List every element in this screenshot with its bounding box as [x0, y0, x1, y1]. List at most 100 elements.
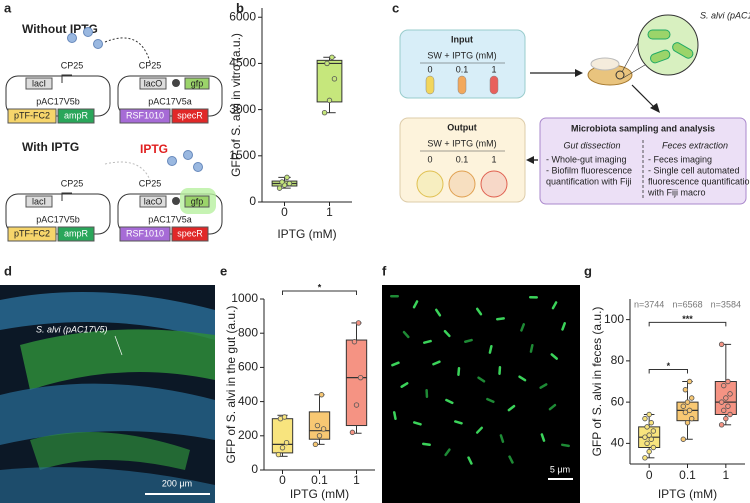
- molecule: [83, 27, 93, 37]
- y-tick-label: 600: [238, 360, 258, 374]
- data-point: [318, 392, 325, 398]
- data-point: [357, 374, 364, 381]
- rbs: [172, 197, 180, 205]
- gut-image: S. alvi (pAC17V5) 200 μm: [0, 285, 215, 503]
- data-point: [644, 424, 650, 430]
- x-axis-label: IPTG (mM): [658, 487, 717, 501]
- cell: [528, 295, 538, 299]
- cell: [529, 343, 534, 353]
- method-title: Feces extraction: [662, 140, 728, 150]
- cell: [561, 322, 566, 331]
- data-point: [721, 407, 727, 414]
- cell: [548, 403, 557, 411]
- level-label: 0.1: [456, 154, 469, 164]
- molecule: [183, 150, 193, 160]
- data-point: [721, 382, 727, 389]
- element: [7, 108, 57, 124]
- significance-bracket: [648, 321, 727, 327]
- data-point: [351, 339, 358, 345]
- cell: [539, 383, 548, 389]
- cell: [560, 443, 570, 448]
- element: [119, 226, 171, 242]
- method-line: fluorescence quantification: [648, 176, 750, 186]
- bacterium: [672, 42, 694, 59]
- promoter: [61, 74, 72, 83]
- panel-label: d: [4, 263, 12, 278]
- culture: [448, 170, 476, 198]
- method-line: - Whole-gut imaging: [546, 154, 627, 164]
- molecule: [67, 33, 77, 43]
- panel-label: f: [382, 263, 387, 278]
- data-point: [646, 448, 652, 455]
- rbs: [172, 79, 180, 87]
- gene-label: lacI: [32, 196, 46, 206]
- y-tick-label: 800: [238, 325, 258, 339]
- data-point: [686, 378, 693, 385]
- cell: [413, 421, 422, 426]
- x-tick-label: 0: [279, 473, 286, 487]
- micrograph: [382, 285, 580, 503]
- cell: [444, 448, 451, 457]
- element-label: ampR: [64, 110, 89, 120]
- input-subtitle: SW + IPTG (mM): [427, 50, 496, 60]
- analysis-title: Microbiota sampling and analysis: [571, 123, 715, 133]
- element-label: ampR: [64, 228, 89, 238]
- cell: [550, 353, 558, 360]
- method-line: - Biofilm fluorescence: [546, 165, 632, 175]
- cell: [518, 375, 527, 382]
- cell: [499, 434, 505, 443]
- tube: [489, 75, 499, 95]
- cell: [507, 404, 516, 412]
- cell: [520, 323, 526, 332]
- y-tick-label: 40: [611, 436, 625, 450]
- culture: [480, 170, 508, 198]
- data-point: [320, 426, 327, 432]
- data-point: [324, 60, 330, 67]
- input-title: Input: [451, 34, 473, 44]
- condition-title: Without IPTG: [22, 22, 98, 36]
- cell: [454, 420, 463, 425]
- promoter-label: CP25: [61, 60, 84, 70]
- x-tick-label: 1: [353, 473, 360, 487]
- n-label: n=3744: [634, 299, 664, 309]
- cell: [412, 300, 419, 309]
- data-point: [286, 180, 293, 187]
- cell: [551, 301, 558, 310]
- data-point: [725, 378, 731, 385]
- bacterium: [650, 49, 671, 64]
- cell: [423, 339, 432, 344]
- y-tick-label: 0: [251, 462, 258, 476]
- y-axis-label: GFP of S. alvi in feces (a.u.): [590, 307, 604, 457]
- data-point: [680, 403, 686, 409]
- method-line: - Feces imaging: [648, 154, 712, 164]
- x-tick-label: 0.1: [679, 468, 696, 482]
- data-point: [718, 399, 725, 405]
- gene: [184, 77, 210, 90]
- panel-label: a: [4, 0, 12, 15]
- element: [7, 226, 57, 242]
- cell: [390, 295, 399, 298]
- cell: [402, 330, 410, 339]
- y-tick-label: 0: [249, 194, 256, 208]
- arrowhead: [526, 156, 534, 164]
- x-tick-label: 1: [326, 205, 333, 219]
- x-tick-label: 0: [281, 205, 288, 219]
- molecule: [93, 39, 103, 49]
- box: [345, 339, 368, 427]
- tissue: [0, 383, 215, 445]
- data-point: [718, 422, 725, 428]
- zoom-circle: [637, 14, 699, 76]
- cell: [498, 365, 502, 375]
- x-tick-label: 0: [646, 468, 653, 482]
- element-label: pTF-FC2: [14, 228, 50, 238]
- gene-label: lacO: [144, 196, 163, 206]
- cell: [495, 317, 505, 321]
- y-tick-label: 1000: [231, 291, 258, 305]
- data-point: [331, 76, 338, 82]
- box: [316, 59, 343, 103]
- plasmid-label: pAC17V5a: [148, 96, 192, 106]
- data-point: [718, 341, 725, 348]
- data-point: [284, 174, 290, 181]
- method-line: with Fiji macro: [647, 187, 706, 197]
